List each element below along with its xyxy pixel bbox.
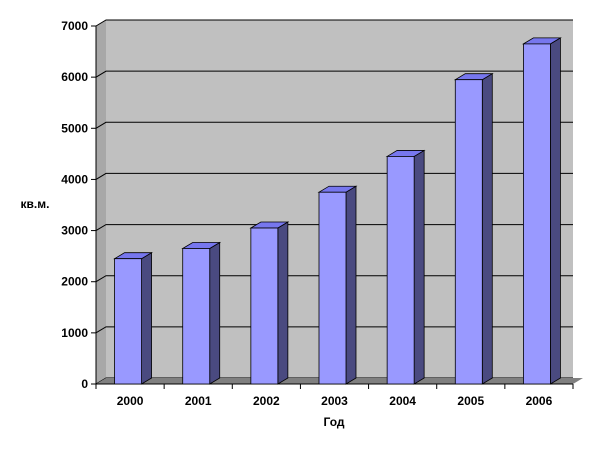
y-tick-label: 6000 [61, 70, 88, 84]
y-tick-label: 0 [81, 377, 88, 391]
bar-2002 [249, 221, 290, 385]
bar-2000 [113, 251, 154, 385]
x-tick-label: 2005 [457, 394, 484, 408]
y-tick-label: 7000 [61, 19, 88, 33]
y-tick-label: 4000 [61, 172, 88, 186]
bar-front [182, 248, 211, 385]
x-tick-label: 2004 [389, 394, 416, 408]
y-axis-title: кв.м. [21, 197, 50, 211]
bar-2005 [453, 72, 494, 385]
bar-side [141, 251, 152, 385]
bar-side [209, 241, 221, 385]
bar-front [386, 156, 415, 385]
gridline [95, 19, 573, 27]
x-tick-label: 2003 [321, 394, 348, 408]
x-tick-label: 2000 [117, 394, 144, 408]
y-tick-label: 5000 [61, 121, 88, 135]
bar-front [250, 227, 279, 385]
bar-side [550, 37, 561, 385]
plot-side-wall [96, 20, 106, 384]
bar-2004 [385, 149, 426, 385]
y-tick-label: 2000 [61, 275, 88, 289]
bar-2006 [521, 37, 562, 385]
bar-front [318, 191, 347, 385]
bar-front [114, 258, 142, 385]
bar-side [345, 185, 357, 385]
bar-front [454, 79, 483, 385]
x-axis-title: Год [324, 415, 345, 429]
x-tick-label: 2002 [253, 394, 280, 408]
bar-2003 [317, 185, 358, 385]
bar-2001 [181, 241, 222, 385]
gridline [95, 121, 573, 129]
bar-front [523, 43, 551, 385]
x-tick-label: 2001 [185, 394, 212, 408]
gridline [95, 70, 573, 78]
bar-side [413, 149, 425, 385]
y-tick-label: 1000 [61, 326, 88, 340]
bar-side [481, 72, 493, 385]
y-tick-label: 3000 [61, 224, 88, 238]
bar-side [277, 221, 289, 385]
x-tick-label: 2006 [526, 394, 553, 408]
